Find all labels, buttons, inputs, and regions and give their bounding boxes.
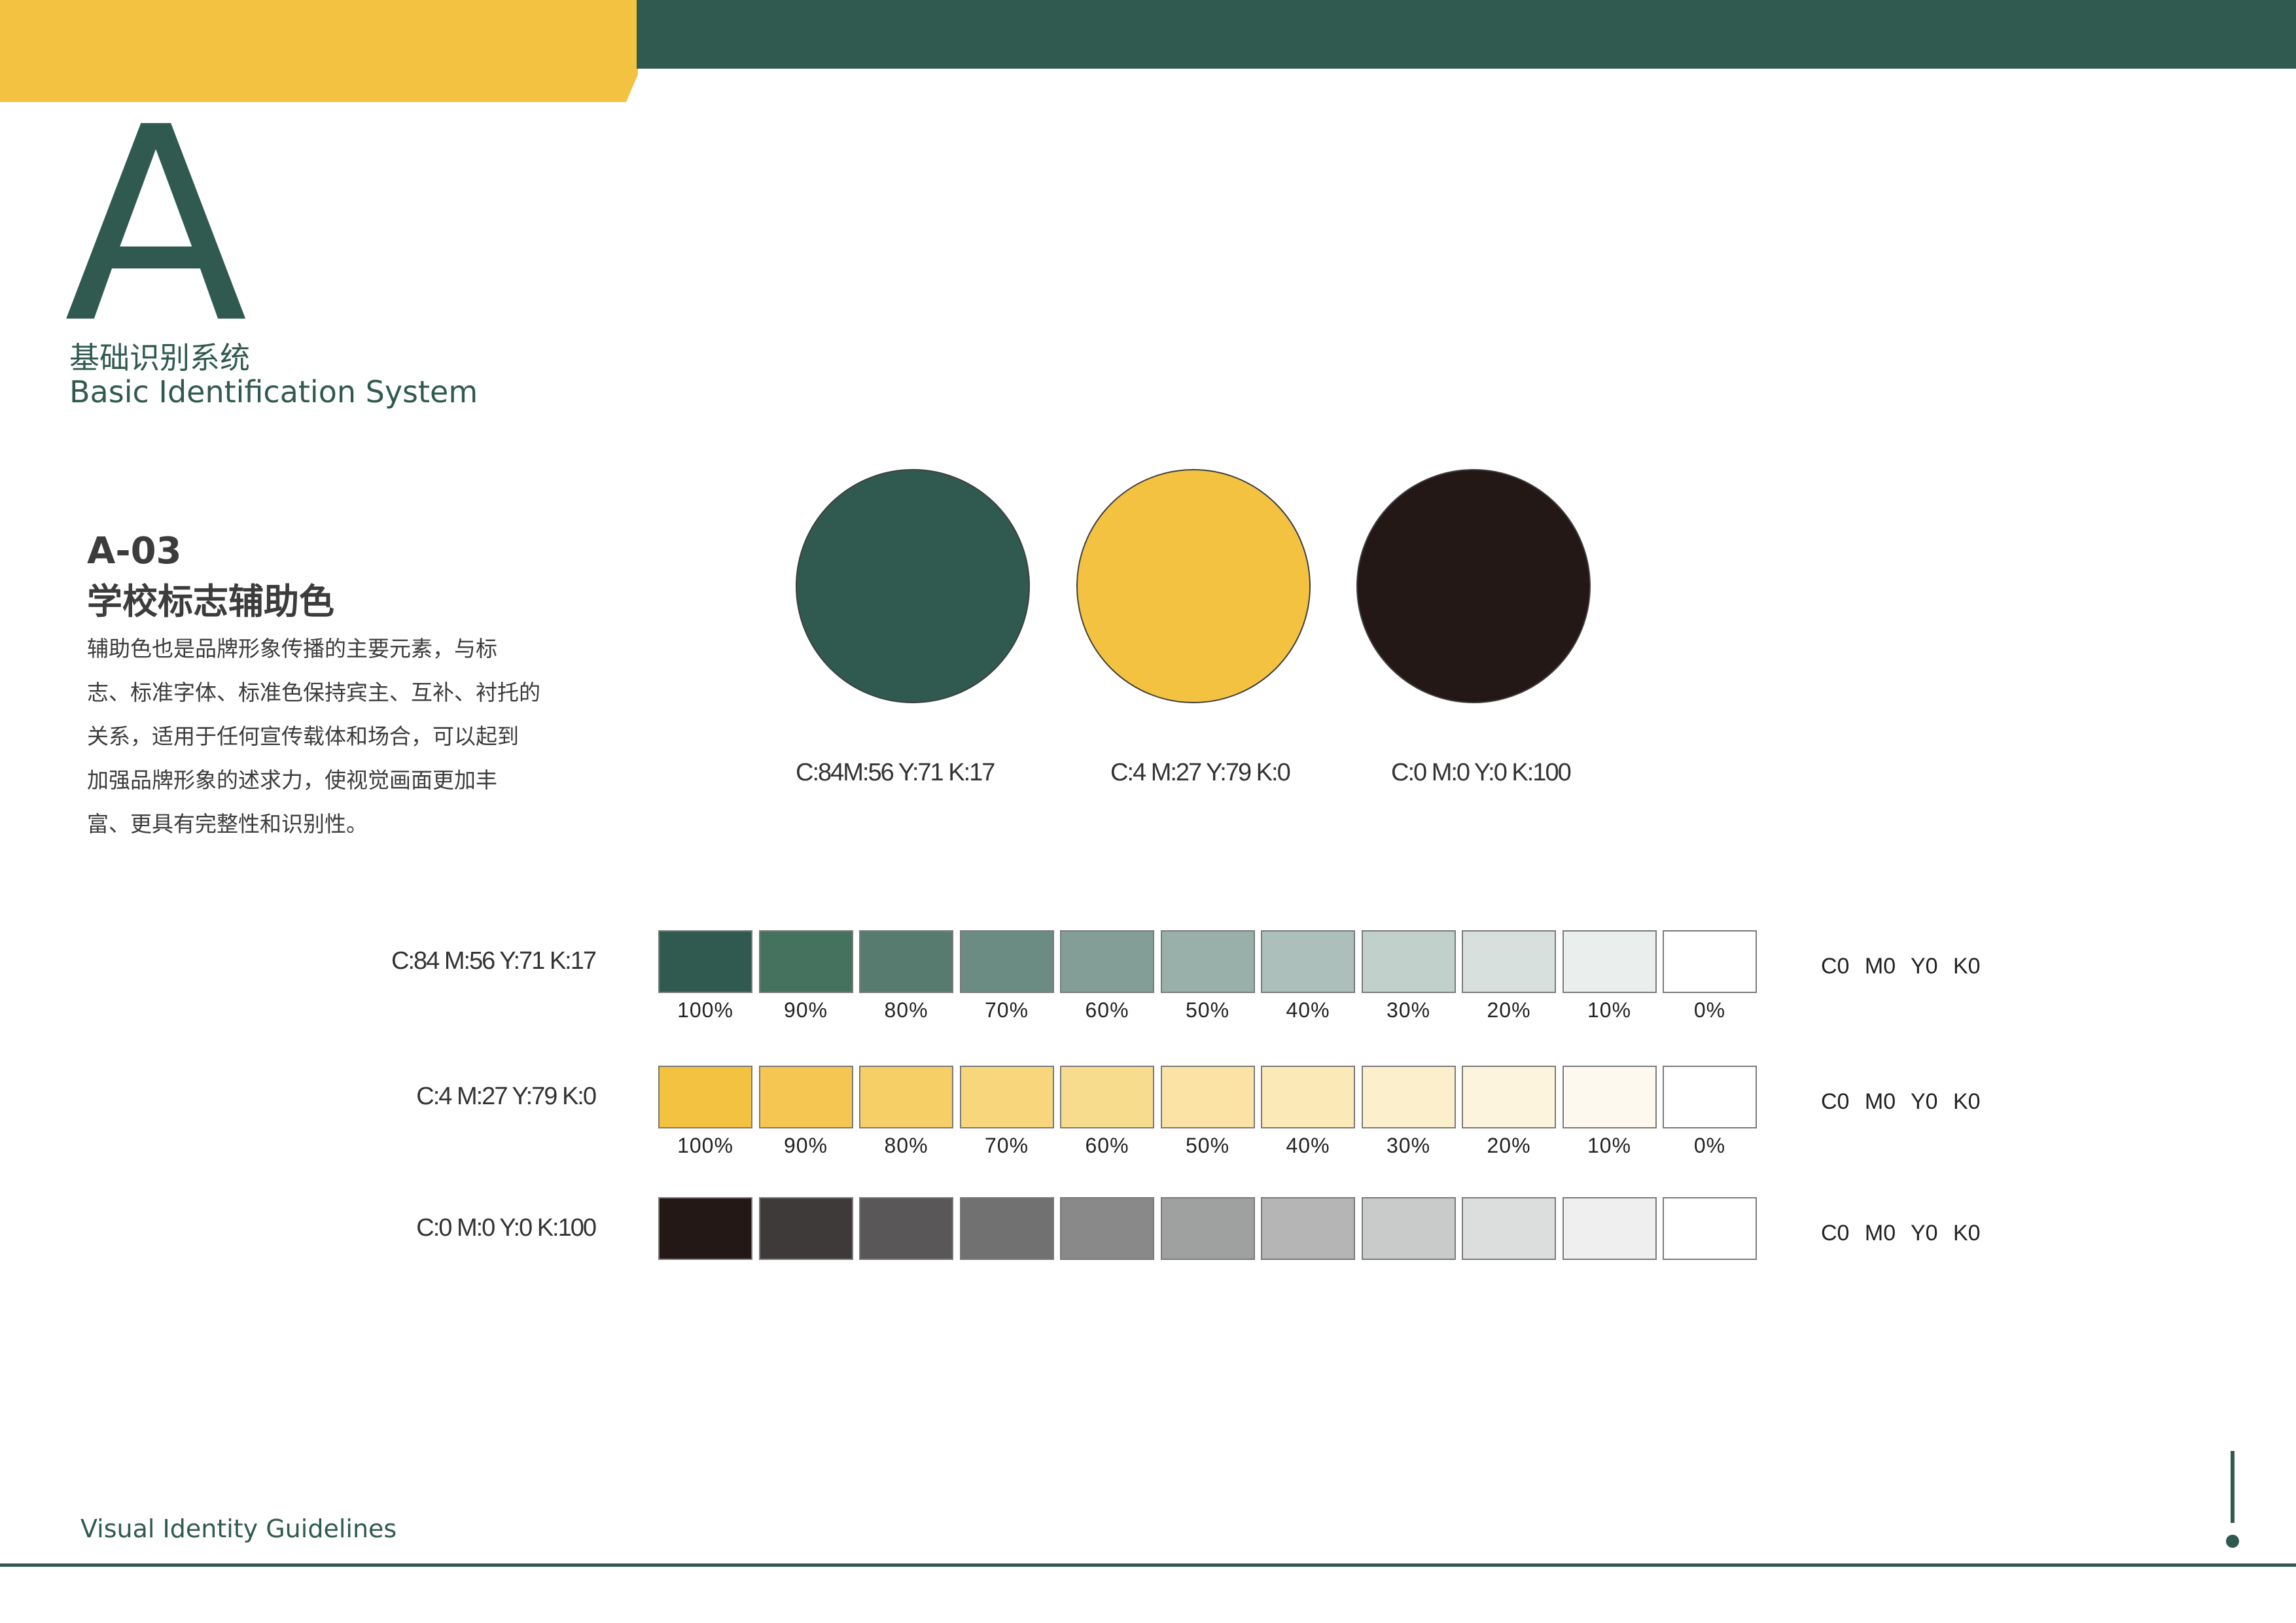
tint-swatch xyxy=(658,1066,752,1128)
header-green-band xyxy=(637,0,2296,69)
tint-percent-label: 30% xyxy=(1386,1134,1431,1157)
tint-percent-label: 80% xyxy=(884,1134,928,1157)
footer-title: Visual Identity Guidelines xyxy=(80,1514,397,1543)
tint-swatch xyxy=(859,930,953,993)
exclamation-dot-icon xyxy=(2226,1535,2239,1548)
color-circle-black-label: C:0 M:0 Y:0 K:100 xyxy=(1391,759,1572,786)
tint-percent-label: 100% xyxy=(677,1134,733,1157)
tint-percent-label: 0% xyxy=(1693,1134,1726,1157)
tint-swatch xyxy=(1160,930,1255,993)
tint-percent-label: 40% xyxy=(1286,1134,1330,1157)
tint-swatch xyxy=(1060,930,1154,993)
exclamation-icon xyxy=(2231,1451,2234,1523)
tint-swatch xyxy=(859,1197,953,1260)
tint-swatch xyxy=(758,1197,853,1260)
footer-rule xyxy=(0,1563,2296,1567)
tint-swatch xyxy=(1663,930,1757,993)
tint-percent-label: 40% xyxy=(1286,998,1330,1022)
description-line: 辅助色也是品牌形象传播的主要元素，与标 xyxy=(87,636,497,661)
tint-swatch xyxy=(1160,1066,1255,1128)
tint-row-label: C:84 M:56 Y:71 K:17 xyxy=(391,947,597,975)
tint-percent-label: 20% xyxy=(1487,998,1531,1022)
color-circle-green xyxy=(796,469,1030,703)
tint-swatch xyxy=(1462,1197,1556,1260)
tint-percent-label: 60% xyxy=(1085,998,1129,1022)
tint-swatch xyxy=(1361,1197,1456,1260)
description-line: 富、更具有完整性和识别性。 xyxy=(87,811,368,837)
tint-percent-label: 60% xyxy=(1085,1134,1129,1157)
color-circle-yellow-label: C:4 M:27 Y:79 K:0 xyxy=(1110,759,1291,786)
tint-swatch xyxy=(1562,930,1657,993)
tint-swatch xyxy=(1160,1197,1255,1260)
tint-percent-label: 50% xyxy=(1185,998,1230,1022)
description-line: 关系，适用于任何宣传载体和场合，可以起到 xyxy=(87,724,519,749)
page-code: A-03 xyxy=(87,530,182,572)
tint-swatch xyxy=(1060,1197,1154,1260)
tint-swatch xyxy=(1562,1197,1657,1260)
tint-swatch xyxy=(758,1066,853,1128)
description-line: 志、标准字体、标准色保持宾主、互补、衬托的 xyxy=(87,680,540,705)
tint-percent-label: 20% xyxy=(1487,1134,1531,1157)
description: 辅助色也是品牌形象传播的主要元素，与标 志、标准字体、标准色保持宾主、互补、衬托… xyxy=(87,627,540,846)
tint-swatch xyxy=(658,930,752,993)
color-circle-green-label: C:84M:56 Y:71 K:17 xyxy=(796,759,995,786)
header-yellow-band xyxy=(0,0,638,102)
tint-percent-label: 90% xyxy=(783,1134,828,1157)
tint-percent-label: 70% xyxy=(984,1134,1029,1157)
tint-swatch xyxy=(1361,1066,1456,1128)
tint-swatch xyxy=(1663,1066,1757,1128)
tint-percent-label: 10% xyxy=(1587,1134,1632,1157)
tint-swatch xyxy=(1261,1197,1355,1260)
tint-row-label: C:4 M:27 Y:79 K:0 xyxy=(416,1083,597,1110)
tint-swatch xyxy=(658,1197,752,1260)
description-line: 加强品牌形象的述求力，使视觉画面更加丰 xyxy=(87,767,497,793)
tint-percent-label: 10% xyxy=(1587,998,1632,1022)
color-circle-black xyxy=(1356,469,1591,703)
tint-swatch xyxy=(959,930,1054,993)
section-title-en: Basic Identification System xyxy=(69,374,478,410)
tint-row-end-label: C0 M0 Y0 K0 xyxy=(1821,954,1981,979)
tint-row-label: C:0 M:0 Y:0 K:100 xyxy=(416,1214,597,1242)
tint-swatch xyxy=(959,1197,1054,1260)
section-letter: A xyxy=(64,69,248,382)
tint-swatch xyxy=(1361,930,1456,993)
tint-swatch xyxy=(758,930,853,993)
tint-percent-label: 90% xyxy=(783,998,828,1022)
tint-swatch xyxy=(1462,1066,1556,1128)
tint-row-end-label: C0 M0 Y0 K0 xyxy=(1821,1221,1981,1246)
tint-row-end-label: C0 M0 Y0 K0 xyxy=(1821,1089,1981,1114)
tint-swatch xyxy=(1060,1066,1154,1128)
tint-percent-label: 100% xyxy=(677,998,733,1022)
tint-percent-label: 50% xyxy=(1185,1134,1230,1157)
color-circle-yellow xyxy=(1076,469,1311,703)
tint-swatch xyxy=(959,1066,1054,1128)
tint-percent-label: 70% xyxy=(984,998,1029,1022)
tint-swatch xyxy=(859,1066,953,1128)
page-title: 学校标志辅助色 xyxy=(87,581,334,622)
tint-swatch xyxy=(1261,930,1355,993)
tint-swatch xyxy=(1663,1197,1757,1260)
tint-percent-label: 80% xyxy=(884,998,928,1022)
tint-percent-label: 0% xyxy=(1693,998,1726,1022)
tint-swatch xyxy=(1562,1066,1657,1128)
tint-percent-label: 30% xyxy=(1386,998,1431,1022)
tint-swatch xyxy=(1462,930,1556,993)
section-title-cn: 基础识别系统 xyxy=(69,340,250,375)
tint-swatch xyxy=(1261,1066,1355,1128)
